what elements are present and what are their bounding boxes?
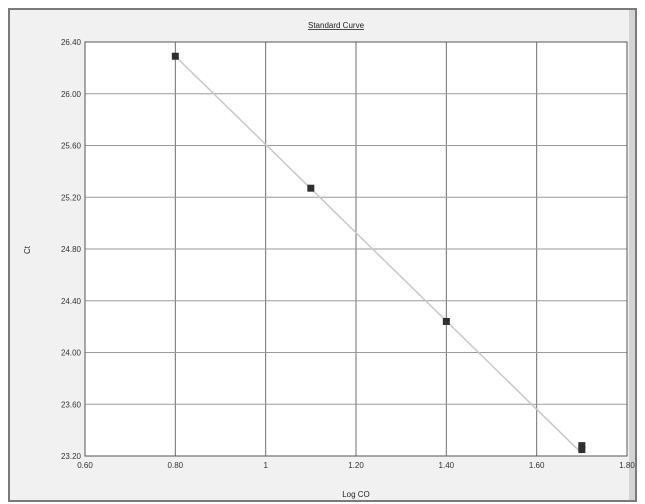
trendline [174, 55, 583, 454]
x-tick-label: 1 [263, 461, 268, 470]
x-tick-label: 0.60 [77, 461, 93, 470]
x-tick-label: 1.20 [348, 461, 364, 470]
y-tick-labels: 23.20 23.60 24.00 24.40 24.80 25.20 25.60 26.00… [61, 38, 82, 461]
x-tick-label: 0.80 [168, 461, 184, 470]
data-point [171, 52, 179, 60]
y-tick-label: 26.00 [61, 90, 82, 99]
trendline-group [174, 55, 583, 454]
data-point [307, 184, 315, 192]
y-tick-label: 23.60 [61, 400, 82, 409]
data-point [578, 446, 586, 454]
data-point [442, 317, 450, 325]
chart-title: Standard Curve [308, 21, 365, 30]
y-tick-label: 26.40 [61, 38, 82, 47]
x-tick-label: 1.40 [439, 461, 455, 470]
y-tick-label: 24.40 [61, 297, 82, 306]
x-tick-label: 1.80 [619, 461, 635, 470]
plot-border [84, 41, 628, 457]
x-tick-label: 1.60 [529, 461, 545, 470]
data-point [578, 442, 586, 450]
grid [85, 42, 627, 456]
y-axis-label: Ct [23, 245, 32, 254]
y-tick-label: 24.80 [61, 245, 82, 254]
y-tick-label: 25.60 [61, 142, 82, 151]
y-tick-label: 24.00 [61, 349, 82, 358]
y-tick-label: 25.20 [61, 193, 82, 202]
panel-edge [629, 10, 635, 500]
x-axis-label: Log CO [342, 490, 370, 499]
y-tick-label: 23.20 [61, 452, 82, 461]
data-points [171, 52, 586, 454]
x-tick-labels: 0.60 0.80 1 1.20 1.40 1.60 1.80 [77, 461, 635, 470]
